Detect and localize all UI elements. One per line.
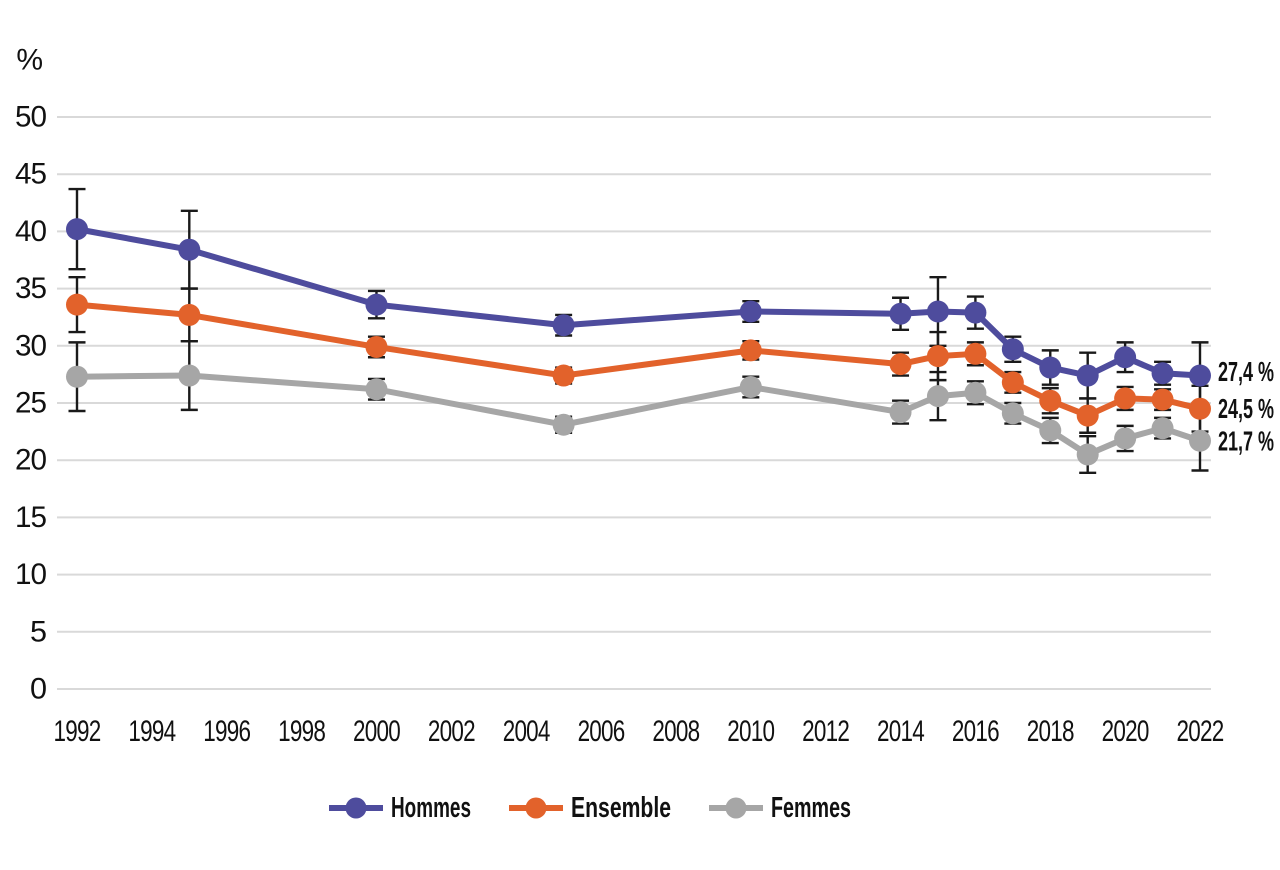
data-point [889,353,912,376]
data-points-ensemble [66,293,1211,427]
data-point [365,378,388,401]
legend-label: Ensemble [571,792,671,824]
data-point [1039,356,1062,379]
data-points-hommes [66,218,1211,387]
data-point [926,385,949,408]
x-axis-tick-label: 1996 [203,715,250,748]
x-axis-tick-label: 2018 [1027,715,1074,748]
x-axis-tick-label: 2020 [1102,715,1149,748]
x-axis-tick-label: 2010 [727,715,774,748]
y-axis-tick-label: 5 [30,615,46,648]
data-point [552,413,575,436]
data-point [1001,371,1024,394]
x-axis-tick-label: 2006 [578,715,625,748]
data-point [1039,419,1062,442]
x-axis-tick-label: 2022 [1177,715,1224,748]
data-point [1076,364,1099,387]
data-point [178,303,201,326]
y-axis-tick-label: 0 [30,673,46,706]
data-point [1076,404,1099,427]
x-axis-tick-label: 2016 [952,715,999,748]
data-point [1151,417,1174,440]
x-axis-tick-label: 2008 [652,715,699,748]
x-axis-tick-label: 1998 [278,715,325,748]
legend-item-femmes: Femmes [709,792,851,824]
legend-item-ensemble: Ensemble [509,792,671,824]
legend: Hommes Ensemble Femmes [329,792,851,824]
data-point [964,381,987,404]
y-axis-tick-label: 25 [15,387,46,420]
series-end-value-label-hommes: 27,4 % [1218,356,1274,387]
data-point [1151,388,1174,411]
series-end-value-label-femmes: 21,7 % [1218,425,1274,456]
data-point [1001,402,1024,425]
y-axis-tick-label: 30 [15,329,46,362]
y-axis-tick-labels: 0 5 10 15 20 25 30 35 40 45 50 [15,101,47,706]
data-point [739,300,762,323]
data-point [1151,362,1174,385]
gridlines [57,116,1211,690]
legend-dot-swatch [525,797,547,819]
error-bars-hommes [68,187,1209,410]
data-point [552,364,575,387]
data-point [365,335,388,358]
x-axis-tick-labels: 1992 1994 1996 1998 2000 2002 2004 2006 2008 2010… [54,715,1225,748]
data-point [552,314,575,337]
y-axis-tick-label: 15 [15,501,46,534]
x-axis-tick-label: 2000 [353,715,400,748]
data-point [1189,364,1211,387]
legend-label: Femmes [771,792,851,824]
data-point [178,238,201,261]
data-point [1001,338,1024,361]
data-point [889,401,912,424]
data-point [1076,443,1099,466]
data-point [889,302,912,325]
data-point [964,301,987,324]
y-axis-unit-label: % [16,44,43,77]
data-point [66,218,88,241]
series-end-value-label-ensemble: 24,5 % [1218,393,1274,424]
x-axis-tick-label: 2012 [802,715,849,748]
data-point [739,375,762,398]
data-point [1039,389,1062,412]
series-line-hommes [74,226,1203,379]
data-point [739,339,762,362]
series-line-femmes [74,372,1203,458]
legend-item-hommes: Hommes [329,792,471,824]
x-axis-tick-label: 2004 [503,715,550,748]
data-point [1114,387,1137,410]
data-points-femmes [66,364,1211,466]
y-axis-tick-label: 35 [15,272,46,305]
y-axis-tick-label: 20 [15,444,46,477]
y-axis-tick-label: 10 [15,558,46,591]
data-point [178,364,201,387]
data-point [1114,427,1137,450]
x-axis-tick-label: 2014 [877,715,924,748]
data-point [66,365,88,388]
data-point [1189,397,1211,420]
legend-label: Hommes [391,792,471,824]
data-point [66,293,88,316]
data-point [926,345,949,368]
legend-dot-swatch [345,797,367,819]
x-axis-tick-label: 1992 [54,715,101,748]
y-axis-tick-label: 45 [15,158,46,191]
x-axis-tick-label: 1994 [128,715,175,748]
data-point [1114,346,1137,369]
legend-dot-swatch [725,797,747,819]
x-axis-tick-label: 2002 [428,715,475,748]
y-axis-tick-label: 40 [15,215,46,248]
data-point [1189,429,1211,452]
data-point [365,293,388,316]
data-point [926,300,949,323]
data-point [964,342,987,365]
y-axis-tick-label: 50 [15,101,46,134]
